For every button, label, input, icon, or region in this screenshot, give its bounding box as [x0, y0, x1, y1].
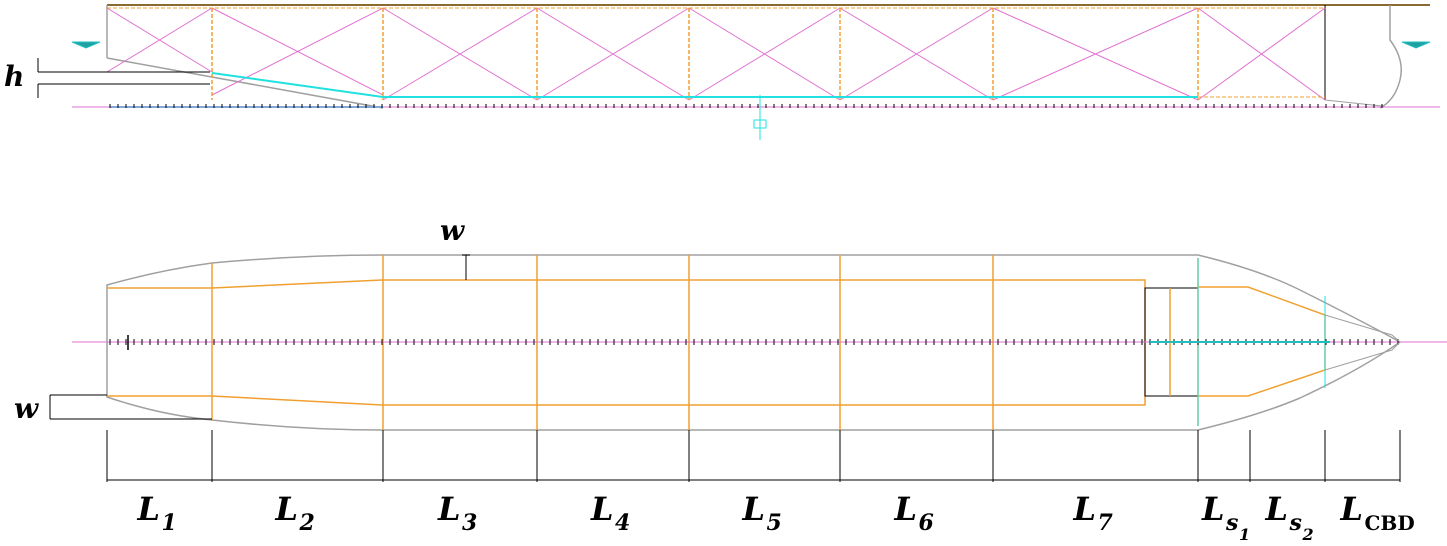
side-view-cross-braces — [106, 7, 1326, 101]
segment-subscript: s — [1225, 510, 1238, 536]
side-view-cyan-slope — [211, 72, 384, 98]
segment-main-letter: L — [1073, 490, 1097, 528]
segment-main-letter: L — [742, 490, 766, 528]
segment-subscript: 4 — [615, 510, 630, 536]
segment-main-letter: L — [1201, 490, 1225, 528]
segment-main-letter: L — [437, 490, 461, 528]
side-view-frames — [211, 8, 1199, 100]
side-view-center-box — [753, 119, 767, 129]
segment-subscript: CBD — [1365, 511, 1415, 535]
brace-1-b — [106, 7, 213, 73]
brace-7-b — [992, 7, 1199, 101]
segment-main-letter: L — [1340, 490, 1364, 528]
brace-5-b — [688, 7, 841, 101]
brace-2-b — [211, 7, 384, 96]
waterline-marker-right — [1401, 41, 1431, 49]
brace-8-b — [1197, 7, 1326, 101]
side-view-hull-bottom-slope — [106, 57, 384, 109]
segment-sub-subscript: 1 — [1239, 525, 1250, 544]
side-view: h — [4, 4, 1440, 140]
segment-main-letter: L — [137, 490, 161, 528]
segment-main-letter: L — [590, 490, 614, 528]
w-left-label: w — [14, 392, 39, 425]
side-view-bow-curve — [1379, 5, 1402, 109]
segment-main-letter: L — [894, 490, 918, 528]
w-top-label: w — [440, 214, 465, 247]
segment-main-letter: L — [275, 490, 299, 528]
plan-view-bow-tip — [1324, 314, 1401, 371]
segment-main-letter: L — [1265, 490, 1289, 528]
segment-label-10: L CBD — [1340, 490, 1415, 535]
segment-subscript: 7 — [1098, 510, 1114, 536]
segment-sub-subscript: 2 — [1302, 525, 1314, 544]
segment-subscript: 3 — [462, 510, 477, 536]
h-label: h — [4, 60, 24, 93]
segment-subscript: 2 — [299, 510, 315, 536]
segment-subscript: 5 — [767, 510, 782, 536]
brace-4-b — [536, 7, 690, 101]
segment-dimension-lines — [106, 430, 1401, 482]
brace-6-b — [839, 7, 994, 101]
brace-3-b — [382, 7, 538, 101]
segment-subscript: s — [1289, 510, 1302, 536]
side-view-axis-ticks — [109, 104, 1383, 108]
side-view-bow-bottom — [1324, 99, 1383, 107]
segment-subscript: 1 — [162, 510, 177, 536]
segment-subscript: 6 — [919, 510, 934, 536]
waterline-marker-left — [71, 41, 101, 49]
